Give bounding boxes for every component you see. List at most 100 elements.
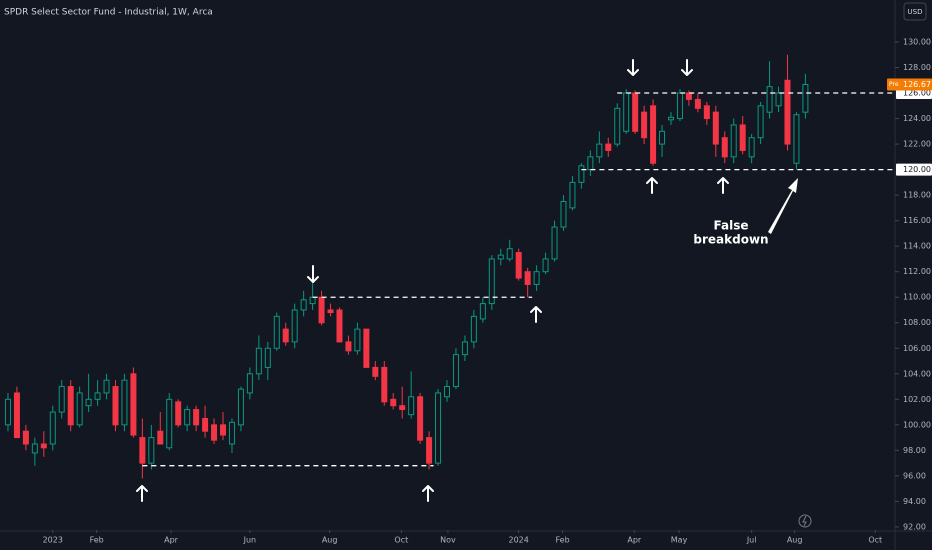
- candle-body: [220, 424, 227, 436]
- y-tick-label: 124.00: [903, 114, 931, 123]
- candle-body: [659, 130, 666, 145]
- candle-body: [228, 421, 235, 445]
- y-tick-label: 92.00: [903, 522, 926, 531]
- candle-body: [569, 181, 576, 209]
- y-tick-label: 114.00: [903, 242, 931, 251]
- candle-body: [533, 271, 540, 285]
- candle-body: [336, 309, 343, 343]
- candle-body: [76, 392, 83, 426]
- up-arrow: [136, 485, 148, 502]
- up-arrow: [530, 306, 542, 323]
- x-tick-label: Apr: [627, 536, 642, 545]
- candle-body: [4, 398, 11, 426]
- candle-body: [22, 430, 29, 445]
- x-tick-label: Aug: [322, 536, 338, 545]
- candle-body: [157, 430, 164, 445]
- candle-body: [802, 83, 809, 113]
- down-arrow: [307, 265, 319, 283]
- x-tick-label: Aug: [787, 536, 803, 545]
- candle-body: [246, 373, 253, 394]
- candle-body: [399, 405, 406, 411]
- up-arrow: [717, 177, 729, 194]
- y-tick-label: 94.00: [903, 497, 926, 506]
- annotation: False: [714, 219, 749, 233]
- candle-body: [668, 116, 675, 121]
- currency-button[interactable]: [903, 2, 927, 21]
- candle-body: [426, 437, 433, 464]
- candle-body: [282, 328, 289, 343]
- up-arrow: [646, 177, 658, 194]
- candle-body: [748, 137, 755, 158]
- candle-body: [461, 341, 468, 356]
- x-tick-label: Oct: [868, 536, 882, 545]
- candle-body: [237, 388, 244, 426]
- candle-body: [605, 143, 612, 151]
- y-tick-label: 108.00: [903, 318, 931, 327]
- candle-body: [175, 401, 182, 426]
- candle-body: [193, 409, 200, 426]
- candle-body: [694, 98, 701, 109]
- candle-body: [587, 156, 594, 171]
- y-tick-label: 122.00: [903, 140, 931, 149]
- candle-body: [255, 347, 262, 375]
- y-tick-label: 110.00: [903, 293, 931, 302]
- x-tick-label: Apr: [164, 536, 179, 545]
- candle-body: [67, 386, 74, 426]
- candle-body: [327, 309, 334, 314]
- candle-body: [13, 392, 20, 439]
- candle-body: [166, 398, 173, 449]
- candle-body: [121, 379, 128, 426]
- candle-body: [381, 366, 388, 403]
- candle-body: [685, 92, 692, 100]
- candle-body: [730, 124, 737, 158]
- candle-body: [641, 111, 648, 139]
- x-tick-label: Jul: [746, 536, 757, 545]
- x-tick-label: Oct: [394, 536, 408, 545]
- breakdown-arrow: [768, 178, 798, 234]
- candle-body: [497, 254, 504, 260]
- level-label: 120.00: [903, 165, 931, 174]
- candle-body: [784, 79, 791, 145]
- candle-body: [488, 258, 495, 305]
- candle-body: [452, 354, 459, 388]
- y-tick-label: 102.00: [903, 395, 931, 404]
- bolt-icon: [798, 514, 812, 528]
- x-tick-label: May: [671, 536, 688, 545]
- candle-body: [58, 386, 65, 413]
- candle-body: [560, 201, 567, 228]
- level-label: 126.00: [903, 89, 931, 98]
- y-tick-label: 112.00: [903, 267, 931, 276]
- candle-body: [614, 107, 621, 145]
- candle-body: [273, 315, 280, 349]
- candle-body: [408, 396, 415, 416]
- y-tick-label: 104.00: [903, 369, 931, 378]
- candle-body: [211, 424, 218, 441]
- candle-body: [515, 252, 522, 279]
- plot: [4, 54, 895, 479]
- x-tick-label: 2023: [43, 536, 63, 545]
- candle-body: [596, 143, 603, 158]
- y-tick-label: 106.00: [903, 344, 931, 353]
- candle-body: [542, 258, 549, 273]
- arrows: [136, 59, 798, 502]
- candle-body: [793, 114, 800, 164]
- candle-body: [712, 111, 719, 145]
- candle-body: [139, 437, 146, 464]
- candle-body: [202, 417, 209, 432]
- candle-body: [623, 92, 630, 132]
- currency-label[interactable]: USD: [908, 8, 923, 16]
- candle-body: [739, 124, 746, 151]
- candle-body: [372, 366, 379, 377]
- candle-body: [184, 409, 191, 426]
- x-tick-label: Feb: [90, 536, 104, 545]
- candle-body: [721, 137, 728, 158]
- down-arrow: [681, 59, 693, 76]
- x-tick-label: 2024: [509, 536, 529, 545]
- candle-body: [676, 92, 683, 120]
- y-tick-label: 98.00: [903, 446, 926, 455]
- x-tick-label: Nov: [440, 536, 456, 545]
- candle-body: [345, 341, 352, 352]
- candle-body: [85, 398, 92, 407]
